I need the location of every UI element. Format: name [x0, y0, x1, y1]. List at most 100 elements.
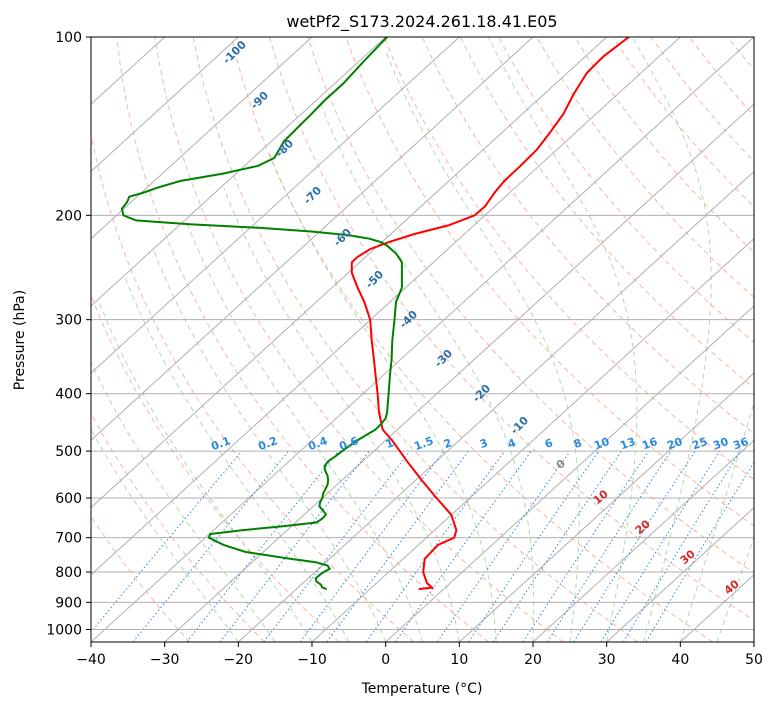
- mixing-ratio-label: 0.1: [209, 434, 232, 453]
- isotherm: [532, 439, 754, 642]
- dry-adiabat: [269, 37, 754, 622]
- dry-adiabat: [116, 37, 489, 642]
- mixing-ratio-label: 25: [690, 435, 709, 452]
- mixing-ratio-label: 1: [384, 436, 396, 451]
- moist-adiabat: [124, 277, 350, 642]
- isotherm: [91, 37, 534, 442]
- y-axis-ticks: 100 200 300 400 500 600 700 800 900 1000: [46, 30, 91, 638]
- x-tick-label: −40: [76, 652, 106, 668]
- moist-adiabat: [91, 361, 276, 642]
- dry-adiabat: [154, 37, 564, 642]
- x-tick-label: 40: [671, 652, 689, 668]
- isotherm: [385, 305, 754, 642]
- dewpoint-line: [120, 37, 403, 591]
- x-tick-label: 20: [524, 652, 542, 668]
- moist-adiabat: [487, 37, 638, 642]
- isotherm: [91, 37, 608, 509]
- mixing-ratio-label: 4: [506, 436, 518, 451]
- moist-adiabat: [91, 428, 239, 642]
- y-axis-label: Pressure (hPa): [12, 290, 28, 390]
- mixing-ratio-line: [365, 450, 506, 642]
- mixing-ratio-label: 3: [478, 436, 490, 451]
- x-tick-label: 10: [450, 652, 468, 668]
- mixing-ratio-line: [91, 450, 243, 633]
- isotherm: [91, 37, 239, 173]
- x-tick-label: −20: [224, 652, 254, 668]
- y-tick-label: 700: [55, 531, 82, 547]
- y-tick-label: 500: [55, 444, 82, 460]
- dry-adiabat: [459, 37, 754, 389]
- mixing-ratio-line: [326, 450, 469, 642]
- mixing-ratio-label: 16: [640, 435, 659, 453]
- isotherm: [164, 103, 754, 642]
- mixing-ratio-line: [492, 450, 622, 642]
- dry-adiabat: [307, 37, 754, 574]
- mixing-ratio-lines: [91, 450, 754, 642]
- mixing-ratio-label: 2: [442, 436, 454, 451]
- mixing-ratio-label: 0.4: [306, 434, 329, 453]
- moist-adiabats: [91, 37, 754, 642]
- x-tick-label: −30: [150, 652, 180, 668]
- mixing-ratio-label: 13: [618, 435, 637, 452]
- y-tick-label: 400: [55, 387, 82, 403]
- moist-adiabat: [153, 251, 387, 642]
- plot-area: -100-90-80-70-60-50-40-30-20-100.1 0.2 0.4…: [91, 37, 754, 642]
- moist-adiabat: [223, 188, 460, 642]
- mixing-ratio-line: [522, 450, 650, 642]
- y-tick-label: 100: [55, 30, 82, 46]
- mixing-ratio-label: 0.6: [337, 434, 360, 453]
- dry-adiabat: [91, 412, 265, 642]
- mixing-ratio-label: 30: [711, 435, 730, 453]
- mixing-ratio-line: [622, 450, 741, 642]
- y-tick-label: 200: [55, 208, 82, 224]
- mixing-ratio-label: 36: [731, 435, 750, 453]
- isotherm: [458, 372, 754, 642]
- mixing-ratio-line: [436, 450, 571, 642]
- profiles: [120, 37, 630, 591]
- x-tick-label: 30: [598, 652, 616, 668]
- mixing-ratio-line: [186, 450, 339, 642]
- y-tick-label: 1000: [46, 622, 82, 638]
- mixing-ratio-label: 6: [543, 436, 555, 451]
- y-tick-label: 800: [55, 565, 82, 581]
- isotherm: [311, 237, 754, 642]
- y-tick-label: 300: [55, 313, 82, 329]
- mixing-ratio-line: [299, 450, 445, 642]
- moist-adiabat: [98, 301, 313, 642]
- y-tick-label: 900: [55, 595, 82, 611]
- mixing-ratio-line: [394, 450, 532, 642]
- mixing-ratio-line: [546, 450, 672, 642]
- temperature-line: [350, 37, 630, 591]
- isotherm: [91, 37, 754, 642]
- dry-adiabat: [192, 37, 639, 642]
- isotherm: [606, 506, 754, 642]
- mixing-ratio-line: [573, 450, 696, 642]
- isotherms: [91, 37, 754, 642]
- x-tick-label: 0: [381, 652, 390, 668]
- x-axis-label: Temperature (°C): [361, 681, 483, 697]
- mixing-ratio-label: 1.5: [412, 434, 435, 453]
- moist-adiabat: [320, 104, 535, 642]
- mixing-ratio-label: 0.2: [256, 434, 279, 453]
- x-axis-ticks: −40 −30 −20 −10 0 10 20 30 40 50: [76, 642, 763, 668]
- dry-adiabat: [91, 515, 191, 642]
- isotherm: [237, 170, 754, 642]
- moist-adiabat: [384, 49, 580, 642]
- isotherm: [91, 37, 681, 576]
- isotherm: [91, 37, 387, 307]
- x-tick-label: −10: [297, 652, 327, 668]
- mixing-ratio-line: [132, 450, 289, 642]
- x-tick-label: 50: [745, 652, 763, 668]
- mixing-ratio-line: [263, 450, 411, 642]
- isotherm: [91, 37, 313, 240]
- pressure-gridlines: [91, 37, 754, 630]
- isotherm: [91, 37, 460, 374]
- moist-adiabat: [679, 401, 754, 642]
- mixing-ratio-label: 8: [572, 436, 584, 451]
- dry-adiabat: [497, 37, 754, 344]
- mixing-ratio-label: 20: [665, 435, 684, 453]
- mixing-ratio-line: [468, 450, 600, 642]
- y-tick-label: 600: [55, 491, 82, 507]
- dry-adiabat: [91, 293, 340, 642]
